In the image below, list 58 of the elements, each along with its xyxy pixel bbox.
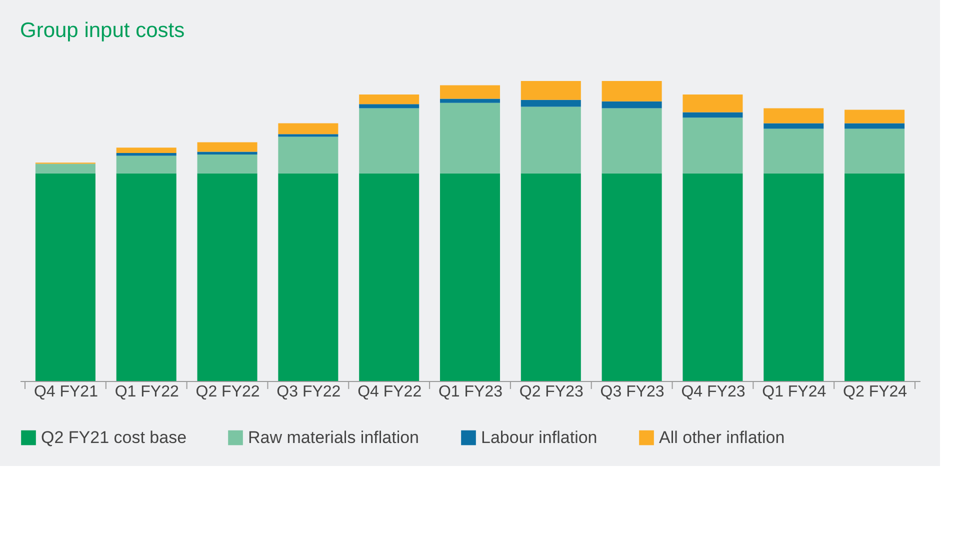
chart-title: Group input costs	[20, 19, 185, 42]
bar	[278, 123, 338, 134]
bar	[682, 94, 743, 112]
bar	[764, 108, 824, 124]
x-tick-label: Q2 FY24	[843, 384, 908, 400]
bar	[278, 173, 338, 381]
bar	[764, 173, 824, 381]
x-tick-label: Q4 FY22	[358, 384, 422, 400]
bar	[440, 85, 500, 99]
bar	[440, 173, 500, 381]
bar	[35, 164, 96, 174]
bar	[682, 173, 743, 381]
bar	[440, 98, 500, 103]
x-tick-label: Q4 FY21	[34, 384, 98, 400]
bar	[359, 173, 420, 381]
x-tick-label: Q1 FY23	[438, 384, 503, 400]
bar	[116, 148, 176, 153]
bar	[197, 152, 258, 154]
bar	[844, 110, 905, 124]
bar	[844, 173, 905, 381]
bar	[116, 156, 176, 174]
bar	[197, 154, 258, 174]
bar	[197, 142, 258, 152]
legend-label: All other inflation	[659, 428, 785, 447]
bar	[682, 118, 743, 174]
bar	[764, 128, 824, 174]
x-tick-label: Q4 FY23	[681, 384, 746, 400]
x-tick-label: Q3 FY22	[276, 384, 341, 400]
x-tick-label: Q2 FY22	[196, 384, 260, 400]
legend-label: Raw materials inflation	[248, 428, 420, 447]
legend-label: Q2 FY21 cost base	[41, 428, 187, 447]
bar	[520, 106, 581, 174]
bar	[602, 173, 662, 381]
bar	[764, 123, 824, 129]
bar	[682, 112, 743, 118]
bar	[359, 108, 420, 174]
bar	[197, 173, 258, 381]
bar	[602, 108, 662, 174]
bar	[116, 153, 176, 156]
bar	[844, 123, 905, 129]
bar	[844, 128, 905, 174]
x-tick-label: Q1 FY24	[762, 384, 826, 400]
bar	[359, 94, 420, 104]
x-tick-label: Q3 FY23	[600, 384, 664, 400]
bar	[35, 173, 96, 381]
bar	[440, 102, 500, 174]
bar	[278, 134, 338, 137]
bar	[116, 173, 176, 381]
bar	[520, 81, 581, 100]
bar	[520, 100, 581, 107]
bar	[359, 104, 420, 108]
bar	[602, 101, 662, 108]
x-tick-label: Q2 FY23	[519, 384, 584, 400]
bar	[520, 173, 581, 381]
bar	[278, 136, 338, 174]
bar	[602, 81, 662, 102]
legend-label: Labour inflation	[481, 428, 598, 447]
x-tick-label: Q1 FY22	[114, 384, 179, 400]
